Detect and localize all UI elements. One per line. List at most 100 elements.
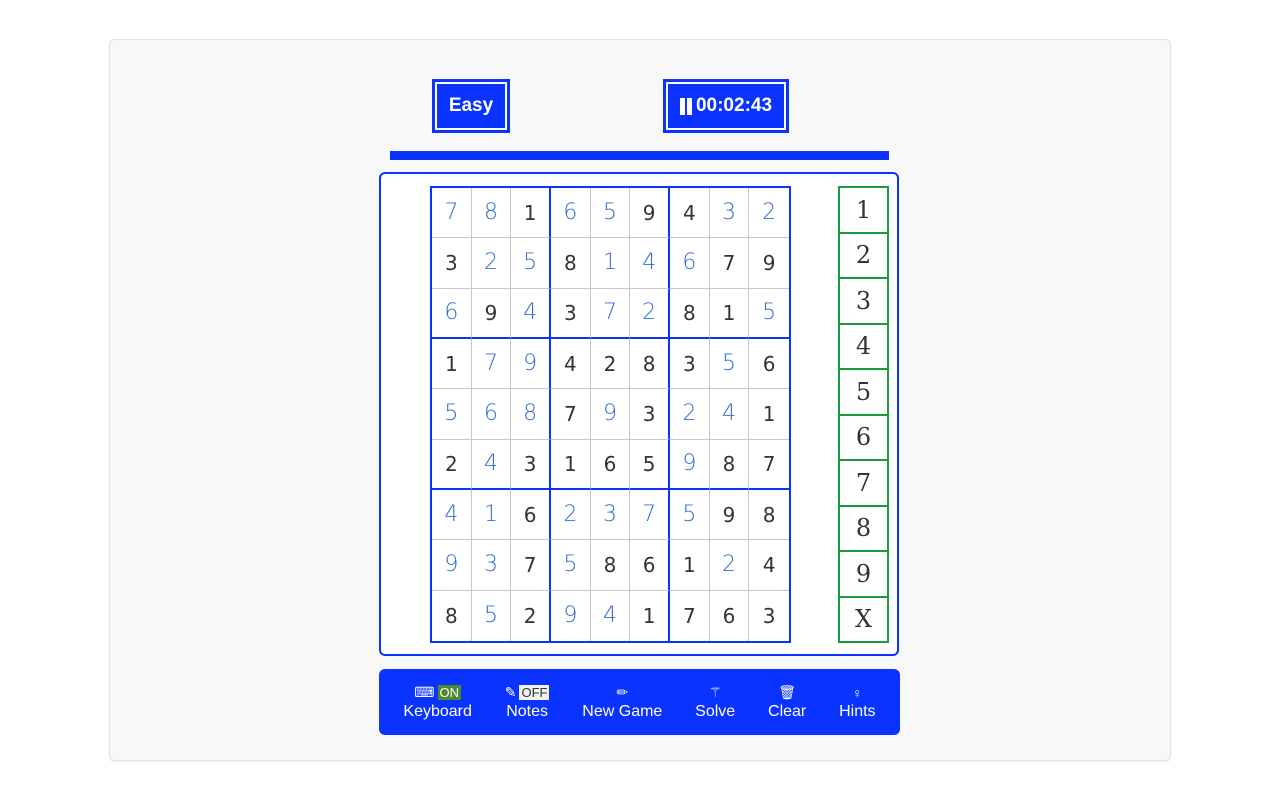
sudoku-cell[interactable]: 1 <box>670 540 710 591</box>
sudoku-cell[interactable]: 1 <box>551 439 591 490</box>
sudoku-cell[interactable]: 5 <box>551 540 591 591</box>
sudoku-cell[interactable]: 5 <box>511 238 551 289</box>
sudoku-cell[interactable]: 2 <box>551 489 591 541</box>
sudoku-cell[interactable]: 6 <box>511 489 551 541</box>
sudoku-cell[interactable]: 2 <box>709 540 750 591</box>
sudoku-cell[interactable]: 8 <box>670 288 710 339</box>
sudoku-cell[interactable]: 2 <box>630 288 670 339</box>
keypad-key-2[interactable]: 2 <box>838 231 889 279</box>
sudoku-cell[interactable]: 2 <box>511 590 551 641</box>
sudoku-cell[interactable]: 2 <box>590 338 631 390</box>
sudoku-cell[interactable]: 6 <box>749 339 789 390</box>
sudoku-cell[interactable]: 3 <box>590 489 631 541</box>
sudoku-cell[interactable]: 8 <box>551 238 591 289</box>
hints-button[interactable]: ♀ Hints <box>839 684 875 721</box>
sudoku-cell[interactable]: 3 <box>432 238 472 289</box>
keypad-erase-button[interactable]: X <box>838 595 889 643</box>
sudoku-cell[interactable]: 9 <box>590 389 631 440</box>
sudoku-cell[interactable]: 7 <box>670 590 710 641</box>
sudoku-cell[interactable]: 8 <box>630 338 670 390</box>
sudoku-cell[interactable]: 1 <box>630 590 670 641</box>
difficulty-button[interactable]: Easy <box>432 79 510 133</box>
sudoku-cell[interactable]: 8 <box>749 490 789 541</box>
sudoku-cell[interactable]: 8 <box>590 540 631 591</box>
sudoku-cell[interactable]: 7 <box>590 288 631 339</box>
sudoku-cell[interactable]: 4 <box>749 540 789 591</box>
sudoku-cell[interactable]: 4 <box>432 489 472 541</box>
sudoku-cell[interactable]: 8 <box>709 439 750 490</box>
sudoku-cell[interactable]: 3 <box>762 603 776 628</box>
sudoku-cell[interactable]: 6 <box>630 540 670 591</box>
keypad-key-3[interactable]: 3 <box>838 277 889 325</box>
sudoku-cell[interactable]: 9 <box>432 540 472 591</box>
sudoku-cell[interactable]: 1 <box>590 238 631 289</box>
keypad-key-4[interactable]: 4 <box>838 322 889 370</box>
sudoku-cell[interactable]: 9 <box>749 238 789 289</box>
sudoku-cell[interactable]: 5 <box>670 489 710 541</box>
keypad-key-7[interactable]: 7 <box>838 459 889 507</box>
keypad-key-8[interactable]: 8 <box>838 504 889 552</box>
sudoku-cell[interactable]: 3 <box>630 389 670 440</box>
sudoku-cell[interactable]: 6 <box>432 288 472 339</box>
sudoku-cell[interactable]: 4 <box>551 338 591 390</box>
keypad-key-1[interactable]: 1 <box>838 186 889 234</box>
sudoku-cell[interactable]: 8 <box>511 389 551 440</box>
keypad-key-9[interactable]: 9 <box>838 550 889 598</box>
solve-button[interactable]: ⚚ Solve <box>695 684 735 721</box>
keypad-key-5[interactable]: 5 <box>838 368 889 416</box>
sudoku-cell[interactable]: 9 <box>551 590 591 641</box>
sudoku-cell[interactable]: 5 <box>432 389 472 440</box>
sudoku-cell[interactable]: 5 <box>630 439 670 490</box>
sudoku-cell[interactable]: 7 <box>630 489 670 541</box>
clear-button[interactable]: 🗑 Clear <box>768 684 806 721</box>
sudoku-cell[interactable]: 6 <box>670 238 710 289</box>
sudoku-cell[interactable]: 9 <box>630 188 670 239</box>
sudoku-cell[interactable]: 4 <box>670 188 710 239</box>
sudoku-cell[interactable]: 1 <box>749 389 789 440</box>
magic-wand-icon: ⚚ <box>708 684 722 700</box>
sudoku-cell[interactable]: 7 <box>511 540 551 591</box>
timer-button[interactable]: 00:02:43 <box>663 79 789 133</box>
sudoku-cell[interactable]: 3 <box>709 188 750 239</box>
sudoku-cell[interactable]: 7 <box>432 188 472 239</box>
sudoku-cell[interactable]: 7 <box>749 440 789 490</box>
sudoku-cell[interactable]: 3 <box>471 540 512 591</box>
sudoku-cell[interactable]: 6 <box>590 439 631 490</box>
sudoku-cell[interactable]: 4 <box>630 238 670 289</box>
sudoku-cell[interactable]: 3 <box>670 338 710 390</box>
sudoku-cell[interactable]: 4 <box>591 590 631 641</box>
sudoku-cell[interactable]: 3 <box>511 439 551 490</box>
sudoku-cell[interactable]: 4 <box>709 389 750 440</box>
sudoku-cell[interactable]: 7 <box>709 238 750 289</box>
keypad-key-6[interactable]: 6 <box>838 413 889 461</box>
sudoku-cell[interactable]: 4 <box>471 439 512 490</box>
sudoku-cell[interactable]: 9 <box>511 338 551 390</box>
sudoku-cell[interactable]: 9 <box>709 489 750 541</box>
sudoku-cell[interactable]: 5 <box>749 289 789 339</box>
sudoku-cell[interactable]: 1 <box>511 188 551 239</box>
sudoku-cell[interactable]: 5 <box>472 590 512 641</box>
sudoku-cell[interactable]: 3 <box>551 288 591 339</box>
sudoku-cell[interactable]: 6 <box>551 188 591 239</box>
sudoku-cell[interactable]: 8 <box>471 188 512 239</box>
sudoku-cell[interactable]: 2 <box>471 238 512 289</box>
sudoku-cell[interactable]: 7 <box>551 389 591 440</box>
sudoku-cell[interactable]: 1 <box>471 489 512 541</box>
notes-button[interactable]: ✎ OFF Notes <box>505 684 550 721</box>
new-game-button[interactable]: ✏ New Game <box>582 684 662 721</box>
sudoku-cell[interactable]: 9 <box>471 288 512 339</box>
sudoku-cell[interactable]: 2 <box>432 439 472 490</box>
sudoku-cell[interactable]: 6 <box>471 389 512 440</box>
sudoku-cell[interactable]: 1 <box>432 338 472 390</box>
sudoku-cell[interactable]: 5 <box>709 338 750 390</box>
sudoku-cell[interactable]: 2 <box>749 188 789 239</box>
sudoku-cell[interactable]: 4 <box>511 288 551 339</box>
sudoku-cell[interactable]: 6 <box>710 590 750 641</box>
keyboard-button[interactable]: ⌨ ON Keyboard <box>403 684 472 721</box>
sudoku-cell[interactable]: 2 <box>670 389 710 440</box>
sudoku-cell[interactable]: 8 <box>432 590 472 641</box>
sudoku-cell[interactable]: 7 <box>471 338 512 390</box>
sudoku-cell[interactable]: 5 <box>590 188 631 239</box>
sudoku-cell[interactable]: 1 <box>709 288 750 339</box>
sudoku-cell[interactable]: 9 <box>670 439 710 490</box>
